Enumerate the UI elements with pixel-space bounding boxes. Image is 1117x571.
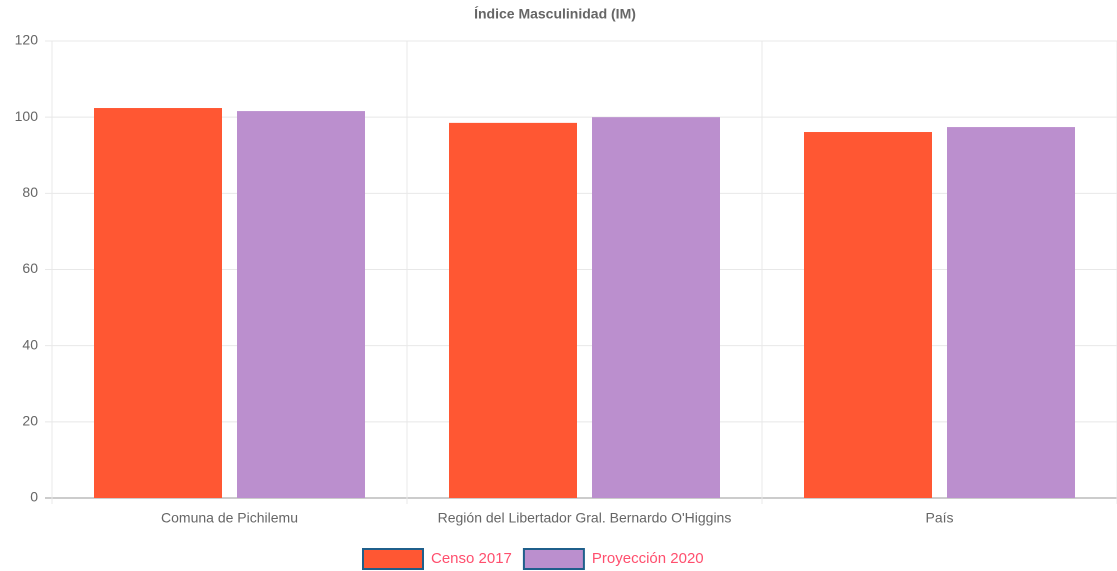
y-tick-label: 80 xyxy=(22,184,38,200)
y-tick-label: 100 xyxy=(15,108,39,124)
legend-swatch xyxy=(522,548,585,570)
x-tick-label: País xyxy=(925,510,953,526)
legend-label: Censo 2017 xyxy=(431,550,512,567)
bar xyxy=(592,117,720,499)
x-tick-label: Comuna de Pichilemu xyxy=(161,510,298,526)
bar xyxy=(237,111,365,498)
y-tick-label: 0 xyxy=(30,489,38,505)
x-tick-label: Región del Libertador Gral. Bernardo O'H… xyxy=(438,510,732,526)
bar xyxy=(94,108,222,498)
legend-label: Proyección 2020 xyxy=(592,550,704,567)
y-tick-label: 120 xyxy=(15,32,39,48)
bar xyxy=(804,132,932,498)
y-tick-label: 40 xyxy=(22,336,38,352)
bar xyxy=(449,122,577,499)
chart-title: Índice Masculinidad (IM) xyxy=(474,6,636,22)
y-tick-label: 60 xyxy=(22,260,38,276)
y-tick-label: 20 xyxy=(22,413,38,429)
legend-swatch xyxy=(362,548,424,570)
bar xyxy=(947,127,1075,499)
